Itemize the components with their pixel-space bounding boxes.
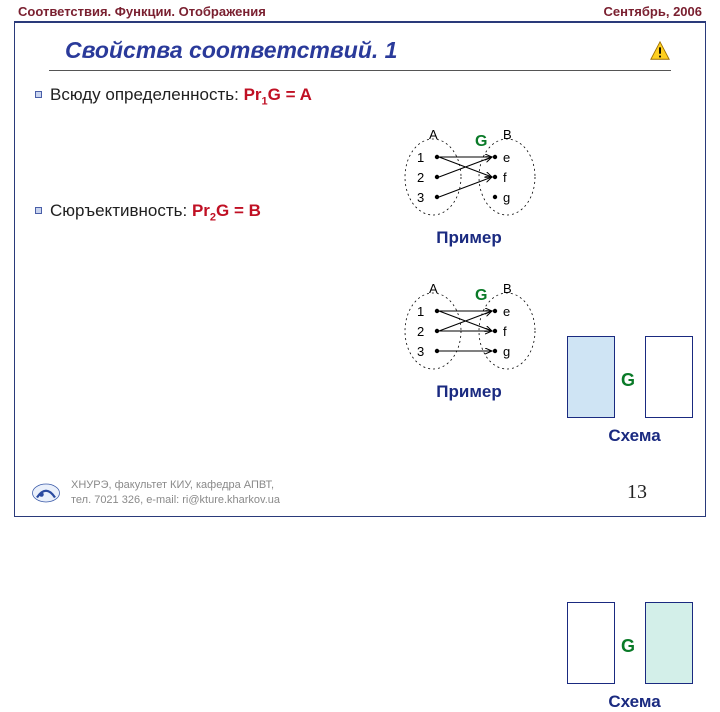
header-right: Сентябрь, 2006 <box>603 4 702 19</box>
footer: ХНУРЭ, факультет КИУ, кафедра АПВТ, тел.… <box>31 478 280 508</box>
example-caption: Пример <box>399 382 539 402</box>
bullet-1: Всюду определенность: Pr1G = A <box>15 85 705 107</box>
svg-text:f: f <box>503 170 507 185</box>
footer-text: ХНУРЭ, факультет КИУ, кафедра АПВТ, тел.… <box>71 478 280 508</box>
g-label: G <box>621 636 635 657</box>
svg-text:2: 2 <box>417 170 424 185</box>
schema-caption: Схема <box>567 426 702 446</box>
svg-text:A: A <box>429 127 438 142</box>
footer-line-2: тел. 7021 326, e-mail: ri@kture.kharkov.… <box>71 493 280 508</box>
svg-text:g: g <box>503 190 510 205</box>
schema-rects: G <box>567 336 702 422</box>
page-number: 13 <box>627 481 647 504</box>
schema-rect-A <box>567 602 615 684</box>
schema-diagram-2: G Схема <box>567 602 702 712</box>
schema-rect-B <box>645 336 693 418</box>
svg-text:3: 3 <box>417 190 424 205</box>
g-label: G <box>475 287 487 305</box>
header-left: Соответствия. Функции. Отображения <box>18 4 266 19</box>
example-caption: Пример <box>399 228 539 248</box>
svg-text:g: g <box>503 344 510 359</box>
bullet-marker <box>35 207 42 214</box>
svg-text:B: B <box>503 281 512 296</box>
svg-text:e: e <box>503 304 510 319</box>
footer-line-1: ХНУРЭ, факультет КИУ, кафедра АПВТ, <box>71 478 280 493</box>
bullet-2: Сюръективность: Pr2G = B <box>15 201 705 223</box>
schema-caption: Схема <box>567 692 702 712</box>
svg-text:2: 2 <box>417 324 424 339</box>
set-mapping-svg: A B 1 2 3 efg <box>399 127 539 219</box>
svg-text:f: f <box>503 324 507 339</box>
slide-frame: Свойства соответствий. 1 Всюду определен… <box>14 21 706 517</box>
g-label: G <box>621 370 635 391</box>
schema-rect-A <box>567 336 615 418</box>
schema-rects: G <box>567 602 702 688</box>
example-diagram-2: A B 1 2 3 efg G Пример <box>399 281 539 402</box>
slide-header: Соответствия. Функции. Отображения Сентя… <box>0 0 720 21</box>
set-mapping-svg: A B 1 2 3 efg <box>399 281 539 373</box>
bullet-marker <box>35 91 42 98</box>
svg-text:3: 3 <box>417 344 424 359</box>
warning-icon <box>649 40 671 62</box>
bullet-2-text: Сюръективность: <box>50 201 192 220</box>
svg-text:B: B <box>503 127 512 142</box>
g-label: G <box>475 133 487 151</box>
bullet-2-formula: Pr2G = B <box>192 201 261 220</box>
schema-rect-B <box>645 602 693 684</box>
org-logo-icon <box>31 481 61 505</box>
svg-text:1: 1 <box>417 304 424 319</box>
example-diagram-1: A B 1 2 3 efg G Пример <box>399 127 539 248</box>
slide-title: Свойства соответствий. 1 <box>65 37 397 64</box>
svg-text:1: 1 <box>417 150 424 165</box>
svg-text:e: e <box>503 150 510 165</box>
bullet-1-text: Всюду определенность: <box>50 85 244 104</box>
title-underline <box>49 70 671 71</box>
svg-text:A: A <box>429 281 438 296</box>
bullet-1-formula: Pr1G = A <box>244 85 312 104</box>
schema-diagram-1: G Схема <box>567 336 702 446</box>
title-row: Свойства соответствий. 1 <box>15 23 705 70</box>
